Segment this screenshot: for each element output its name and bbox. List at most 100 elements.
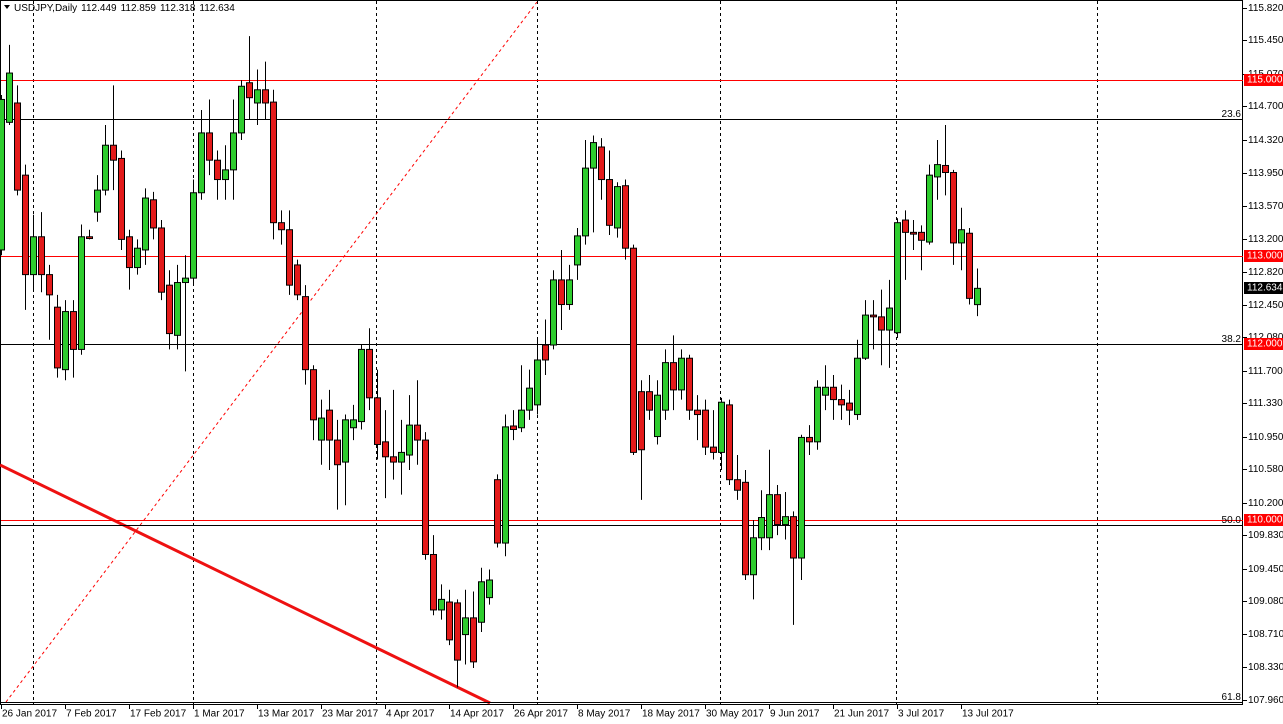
level-box [1244, 250, 1283, 262]
low-value: 112.318 [160, 3, 196, 14]
candle-body [790, 516, 797, 559]
y-tick-label: 112.450 [1248, 300, 1283, 311]
candle-body [246, 82, 253, 99]
candle-body [182, 277, 189, 284]
candle-body [942, 164, 949, 174]
candle-body [30, 236, 37, 276]
candle-body [70, 311, 77, 350]
candle-body [822, 386, 829, 396]
x-tick-label: 26 Apr 2017 [514, 709, 568, 720]
candle-body [894, 222, 901, 334]
candle-body [614, 186, 621, 229]
candle-body [0, 98, 5, 251]
y-tick-label: 109.080 [1248, 596, 1283, 607]
candle-body [294, 264, 301, 296]
candle-body [718, 401, 725, 453]
candle-body [462, 617, 469, 636]
candle-body [734, 479, 741, 491]
header: USDJPY,Daily 112.449 112.859 112.318 112.634 [4, 3, 235, 14]
candle-body [342, 419, 349, 463]
candle-body [334, 439, 341, 466]
candle-body [102, 144, 109, 191]
x-tick-label: 30 May 2017 [706, 709, 764, 720]
trend-line-dashed [5, 1, 538, 703]
candle-body [78, 236, 85, 350]
candle-body [54, 306, 61, 369]
x-tick-label: 23 Mar 2017 [322, 709, 379, 720]
x-tick-label: 26 Jan 2017 [2, 709, 57, 720]
x-tick-label: 8 May 2017 [578, 709, 631, 720]
candle-body [918, 231, 925, 241]
candle-body [702, 409, 709, 448]
header-icon [4, 5, 10, 9]
fib-label: 38.2 [1222, 334, 1242, 345]
candle-body [814, 386, 821, 443]
x-tick-label: 7 Feb 2017 [66, 709, 117, 720]
candle-body [374, 397, 381, 445]
y-tick-label: 110.200 [1248, 498, 1283, 509]
x-tick-label: 17 Feb 2017 [130, 709, 187, 720]
y-tick-label: 109.830 [1248, 530, 1283, 541]
candle-body [910, 231, 917, 235]
x-tick-label: 4 Apr 2017 [386, 709, 435, 720]
y-tick-label: 108.710 [1248, 629, 1283, 640]
candle-body [358, 348, 365, 423]
fib-label: 23.6 [1222, 109, 1242, 120]
candle-body [206, 132, 213, 161]
level-box [1244, 514, 1283, 526]
candle-body [558, 279, 565, 306]
price-axis: 26 Jan 2017 7 Feb 2017 17 Feb 2017 1 Mar 20… [1, 3, 1283, 720]
y-tick-label: 109.450 [1248, 564, 1283, 575]
candle-body [574, 235, 581, 266]
y-tick-label: 110.950 [1248, 432, 1283, 443]
candle-body [254, 89, 261, 104]
candle-body [662, 362, 669, 411]
open-value: 112.449 [81, 3, 117, 14]
candle-body [646, 391, 653, 411]
candle-body [166, 284, 173, 335]
y-tick-label: 111.700 [1248, 366, 1283, 377]
candle-body [222, 169, 229, 181]
y-tick-label: 115.820 [1248, 3, 1283, 14]
plot-frame [0, 0, 1243, 705]
candle-body [478, 581, 485, 623]
close-value: 112.634 [199, 3, 235, 14]
candle-body [422, 439, 429, 555]
candle-body [678, 357, 685, 391]
fib-label: 50.0 [1222, 515, 1242, 526]
candle-body [6, 72, 13, 123]
candle-body [198, 132, 205, 194]
candle-body [958, 229, 965, 244]
candle-body [542, 344, 549, 361]
candle-body [22, 174, 29, 276]
candle-body [686, 357, 693, 411]
level-box [1244, 338, 1283, 350]
candle-body [870, 314, 877, 318]
candle-body [974, 287, 981, 306]
x-tick-label: 3 Jul 2017 [898, 709, 945, 720]
candle-body [470, 617, 477, 663]
candle-body [318, 417, 325, 441]
y-tick-label: 107.960 [1248, 695, 1283, 706]
candle-body [150, 199, 157, 229]
candle-body [174, 282, 181, 336]
candle-body [446, 601, 453, 641]
candle-body [534, 359, 541, 406]
x-tick-label: 13 Jul 2017 [962, 709, 1014, 720]
level-label: 115.000 [1247, 75, 1283, 86]
x-tick-label: 9 Jun 2017 [770, 709, 820, 720]
y-tick-label: 112.080 [1248, 332, 1283, 343]
y-tick-label: 113.200 [1248, 234, 1283, 245]
last-price-box [1244, 282, 1283, 294]
candle-body [438, 598, 445, 611]
candle-body [366, 348, 373, 399]
candle-body [750, 537, 757, 576]
candle-body [590, 142, 597, 169]
x-tick-label: 18 May 2017 [642, 709, 700, 720]
candle-body [326, 409, 333, 441]
candle-body [382, 441, 389, 458]
candle-body [38, 236, 45, 276]
candle-body [126, 236, 133, 269]
candle-body [398, 451, 405, 463]
